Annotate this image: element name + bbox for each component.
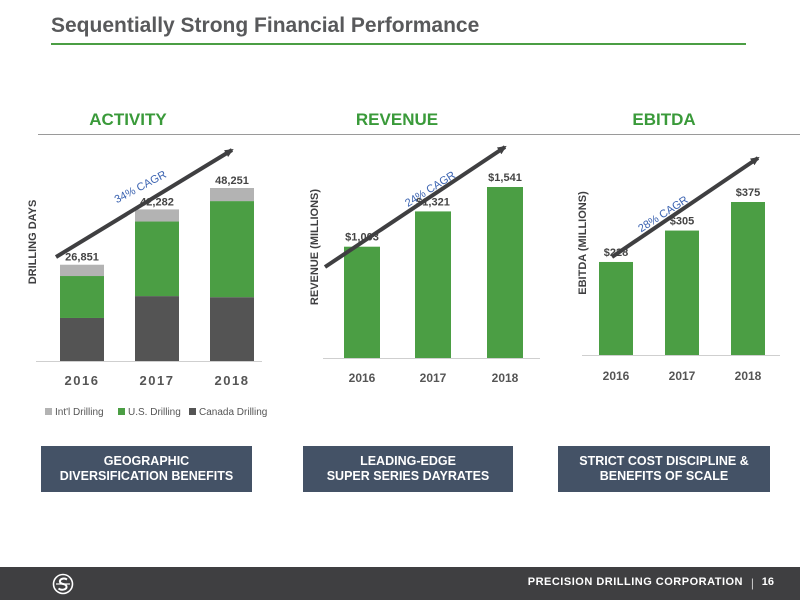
data-label: 26,851 [65, 252, 99, 264]
x-tick-label: 2016 [65, 373, 100, 388]
data-label: 48,251 [215, 175, 249, 187]
y-axis-label: DRILLING DAYS [27, 200, 39, 285]
legend-swatch-int-l-drilling [45, 408, 52, 415]
x-tick-label: 2016 [349, 371, 376, 385]
y-axis-label: REVENUE (MILLIONS) [309, 189, 321, 305]
cagr-arrow [323, 145, 507, 269]
x-tick-label: 2016 [603, 369, 630, 383]
x-tick-label: 2018 [492, 371, 519, 385]
x-tick-label: 2017 [140, 373, 175, 388]
bar-canada-drilling-2016 [60, 317, 104, 361]
slide-title: Sequentially Strong Financial Performanc… [51, 14, 480, 37]
x-tick-label: 2017 [420, 371, 447, 385]
company-logo-icon [52, 573, 74, 595]
footer: PRECISION DRILLING CORPORATION | 16 [0, 567, 800, 600]
bar-canada-drilling-2018 [210, 297, 254, 361]
data-label: $375 [736, 187, 760, 199]
callout-geographic-line2: DIVERSIFICATION BENEFITS [59, 469, 234, 483]
bar-int-l-drilling-2016 [60, 264, 104, 277]
cagr-annotation: 28% CAGR [636, 194, 690, 235]
callout-dayrates-line1: LEADING-EDGE [360, 454, 456, 468]
section-heading-activity: ACTIVITY [89, 110, 167, 129]
cagr-arrow [54, 148, 234, 259]
page-number: 16 [761, 576, 774, 588]
bar-2017 [665, 230, 699, 355]
bar-2018 [731, 202, 765, 355]
legend-swatch-canada-drilling [189, 408, 196, 415]
callout-dayrates: LEADING-EDGE SUPER SERIES DAYRATES [303, 446, 513, 492]
x-tick-label: 2018 [215, 373, 250, 388]
title-rule [51, 43, 746, 45]
bar-canada-drilling-2017 [135, 296, 179, 361]
section-rule [38, 134, 800, 135]
bar-u-s-drilling-2017 [135, 221, 179, 297]
x-tick-label: 2018 [735, 369, 762, 383]
legend-label-u-s-drilling: U.S. Drilling [128, 407, 181, 418]
callout-geographic-line1: GEOGRAPHIC [103, 454, 190, 468]
callout-dayrates-line2: SUPER SERIES DAYRATES [326, 469, 490, 483]
bar-int-l-drilling-2017 [135, 209, 179, 222]
y-axis-label: EBITDA (MILLIONS) [577, 191, 589, 295]
section-heading-ebitda: EBITDA [632, 110, 696, 129]
callout-cost-line1: STRICT COST DISCIPLINE & [579, 454, 749, 468]
legend-label-canada-drilling: Canada Drilling [199, 407, 267, 418]
section-heading-revenue: REVENUE [355, 110, 439, 129]
x-tick-label: 2017 [669, 369, 696, 383]
bar-u-s-drilling-2018 [210, 201, 254, 298]
legend-label-int-l-drilling: Int'l Drilling [55, 407, 104, 418]
footer-separator: | [750, 576, 754, 590]
bar-2016 [599, 261, 633, 355]
callout-cost-line2: BENEFITS OF SCALE [599, 469, 729, 483]
bar-u-s-drilling-2016 [60, 276, 104, 318]
bar-2018 [487, 187, 523, 358]
footer-company-name: PRECISION DRILLING CORPORATION [527, 576, 743, 588]
callout-geographic: GEOGRAPHIC DIVERSIFICATION BENEFITS [41, 446, 252, 492]
cagr-arrow [610, 156, 760, 259]
bar-2016 [344, 246, 380, 358]
data-label: $1,541 [488, 172, 522, 184]
legend-swatch-u-s-drilling [118, 408, 125, 415]
bar-2017 [415, 211, 451, 358]
data-label: $305 [670, 216, 694, 228]
callout-cost-discipline: STRICT COST DISCIPLINE & BENEFITS OF SCA… [558, 446, 770, 492]
bar-int-l-drilling-2018 [210, 188, 254, 202]
